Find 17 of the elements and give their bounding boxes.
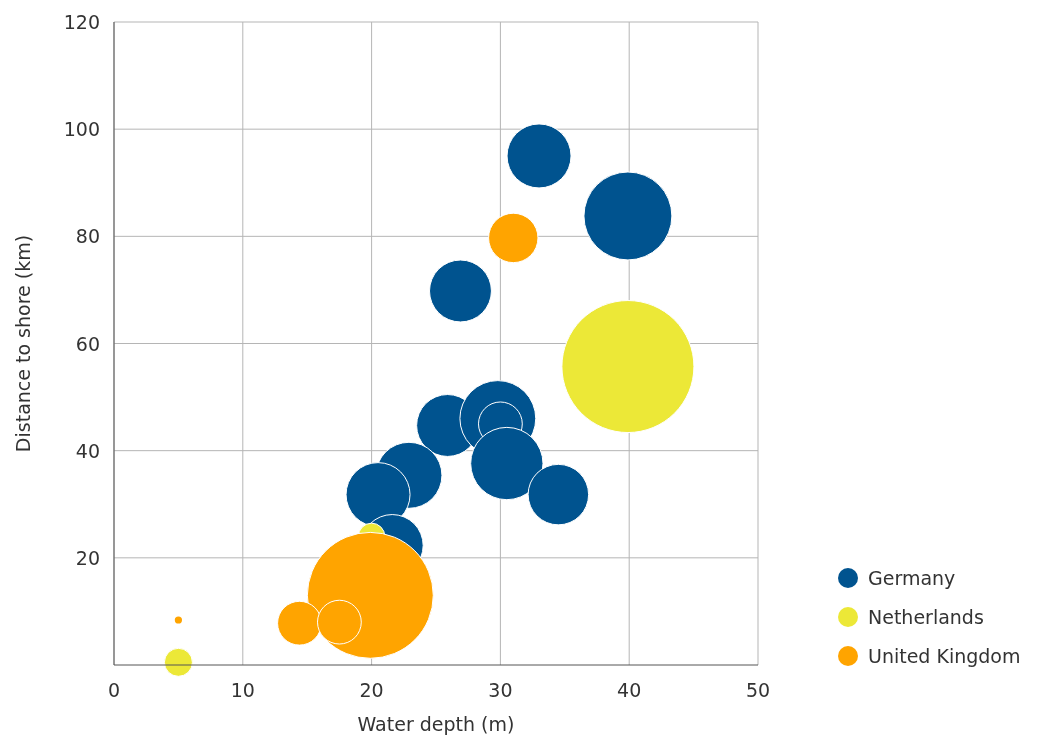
y-axis-title: Distance to shore (km) [12, 234, 34, 453]
legend-label: United Kingdom [868, 645, 1021, 667]
y-tick-label: 100 [63, 118, 100, 141]
legend-label: Germany [868, 567, 956, 589]
x-axis-title: Water depth (m) [357, 713, 515, 735]
y-tick-label: 20 [75, 546, 100, 569]
x-tick-label: 40 [617, 679, 642, 701]
x-tick-label: 20 [359, 679, 384, 701]
y-tick-label: 120 [63, 11, 100, 33]
y-tick-label: 80 [75, 225, 100, 248]
x-tick-label: 0 [107, 679, 121, 701]
x-tick-label: 10 [230, 679, 255, 701]
y-tick-label: 60 [75, 332, 100, 355]
x-tick-label: 50 [745, 679, 771, 701]
x-tick-label: 30 [488, 679, 513, 701]
y-tick-label: 40 [75, 439, 100, 462]
legend-label: Netherlands [868, 606, 984, 628]
